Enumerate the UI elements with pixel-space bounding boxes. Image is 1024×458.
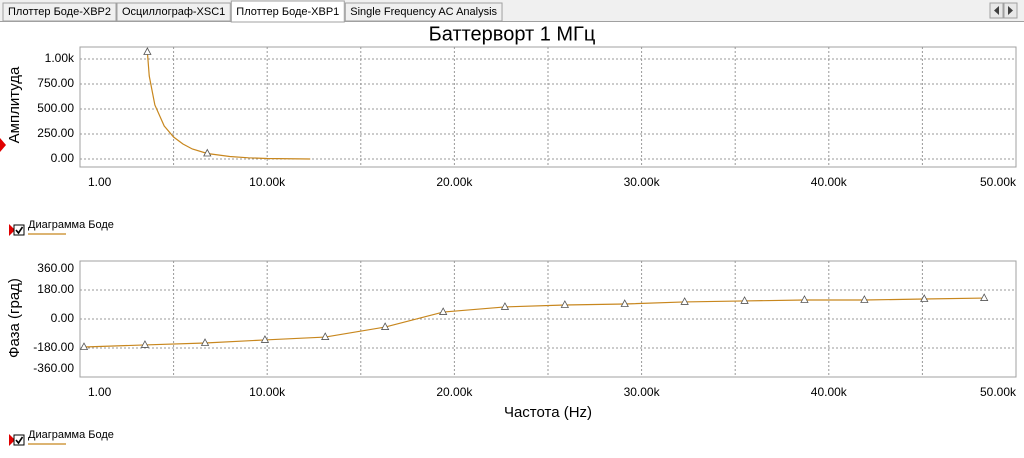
checkmark: [15, 436, 24, 445]
y-tick-label: 0.00: [51, 151, 75, 165]
tab-label: Single Frequency AC Analysis: [350, 6, 497, 18]
chart-title: Баттерворт 1 МГц: [429, 23, 596, 45]
x-tick-label: 40.00k: [811, 385, 848, 399]
arrow-icon: [1008, 6, 1013, 15]
y-tick-label: -360.00: [33, 361, 74, 375]
x-axis-label: Частота (Hz): [504, 404, 592, 421]
y-tick-label: 360.00: [37, 261, 74, 275]
data-point: [740, 296, 749, 304]
data-point: [680, 297, 689, 305]
x-tick-label: 30.00k: [624, 385, 661, 399]
x-tick-label: 40.00k: [811, 175, 848, 189]
arrow-icon: [994, 6, 999, 15]
y-tick-label: 180.00: [37, 282, 74, 296]
data-point: [860, 295, 869, 303]
data-point: [79, 342, 89, 350]
data-point: [200, 338, 210, 346]
legend-marker: [9, 434, 15, 446]
legend-checkbox[interactable]: [13, 434, 25, 446]
data-point: [980, 293, 989, 301]
y-tick-label: 0.00: [51, 311, 75, 325]
x-tick-label: 1.00: [88, 175, 112, 189]
legend-label: Диаграмма Боде: [28, 219, 114, 231]
legend-checkbox[interactable]: [13, 224, 25, 236]
tab[interactable]: [344, 2, 503, 22]
x-tick-label: 10.00k: [249, 175, 286, 189]
data-point: [143, 47, 152, 55]
data-point: [560, 300, 570, 308]
tab-label: Плоттер Боде-XBP1: [236, 6, 339, 18]
tab[interactable]: [230, 0, 345, 23]
y-tick-label: 500.00: [37, 101, 74, 115]
tab[interactable]: [2, 2, 117, 22]
y-tick-label: 750.00: [37, 76, 74, 90]
y-tick-label: -180.00: [33, 340, 74, 354]
data-point: [920, 294, 929, 302]
y-axis-label: Амплитуда: [6, 66, 23, 143]
legend-marker: [9, 224, 15, 236]
tab-label: Плоттер Боде-XBP2: [8, 6, 111, 18]
data-point: [140, 340, 150, 348]
y-tick-label: 250.00: [37, 126, 74, 140]
x-tick-label: 10.00k: [249, 385, 286, 399]
data-point: [260, 335, 270, 343]
series-line: [83, 297, 985, 348]
tab-label: Осциллограф-XSC1: [122, 6, 225, 18]
x-tick-label: 20.00k: [436, 385, 473, 399]
data-point: [500, 302, 510, 310]
x-tick-label: 30.00k: [624, 175, 661, 189]
data-point: [321, 332, 330, 340]
checkmark: [15, 226, 24, 235]
y-axis-label: Фаза (град): [6, 278, 23, 358]
tab[interactable]: [116, 2, 231, 22]
data-point: [620, 299, 629, 307]
data-point: [380, 322, 390, 330]
data-point: [800, 295, 809, 303]
series-line: [146, 51, 311, 160]
x-tick-label: 50.00k: [980, 385, 1017, 399]
data-point: [203, 148, 212, 157]
y-tick-label: 1.00k: [45, 51, 75, 65]
x-tick-label: 50.00k: [980, 175, 1017, 189]
data-point: [438, 307, 448, 315]
x-tick-label: 1.00: [88, 385, 112, 399]
x-tick-label: 20.00k: [436, 175, 473, 189]
cursor-marker: [0, 138, 6, 152]
legend-label: Диаграмма Боде: [28, 429, 114, 441]
